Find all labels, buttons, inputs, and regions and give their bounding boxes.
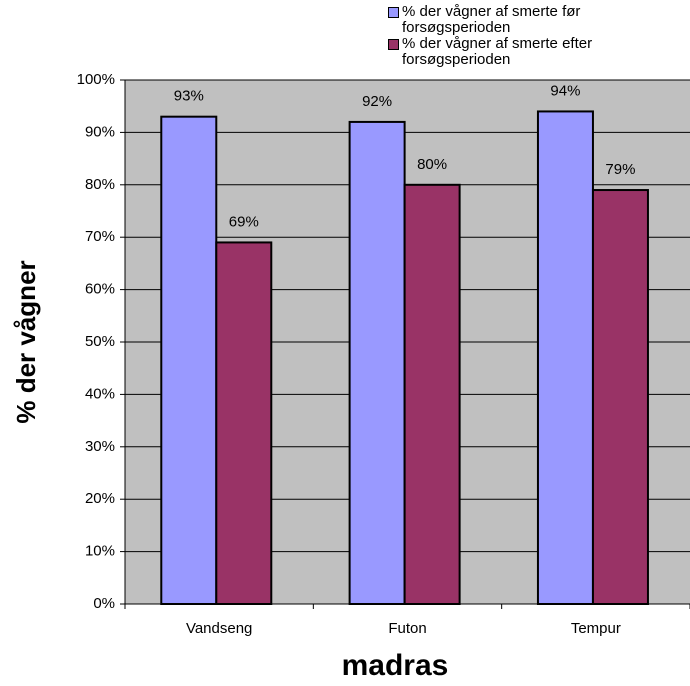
y-tick-label: 100% xyxy=(77,71,115,88)
y-tick-label: 80% xyxy=(85,176,115,193)
bar xyxy=(348,120,406,605)
bar xyxy=(536,110,594,605)
y-tick-label: 90% xyxy=(85,123,115,140)
bar xyxy=(160,115,218,606)
legend: % der vågner af smerte før forsøgsperiod… xyxy=(388,4,688,73)
data-label: 94% xyxy=(550,82,580,99)
y-tick-label: 20% xyxy=(85,490,115,507)
y-tick-label: 30% xyxy=(85,438,115,455)
data-label: 93% xyxy=(174,88,204,105)
legend-swatch xyxy=(388,39,399,50)
y-tick-label: 0% xyxy=(93,595,115,612)
y-tick-label: 50% xyxy=(85,333,115,350)
legend-label: % der vågner af smerte efter forsøgsperi… xyxy=(402,35,593,68)
x-tick-label: Futon xyxy=(388,620,426,637)
y-tick-label: 60% xyxy=(85,281,115,298)
y-axis-title: % der vågner xyxy=(11,260,41,423)
bar xyxy=(403,183,461,606)
data-label: 92% xyxy=(362,93,392,110)
legend-item: % der vågner af smerte efter forsøgsperi… xyxy=(388,36,688,68)
x-tick-label: Tempur xyxy=(571,620,621,637)
data-label: 69% xyxy=(229,213,259,230)
data-label: 80% xyxy=(417,156,447,173)
data-label: 79% xyxy=(605,161,635,178)
x-axis-title: madras xyxy=(342,649,449,682)
y-tick-label: 70% xyxy=(85,228,115,245)
legend-label: % der vågner af smerte før forsøgsperiod… xyxy=(402,4,581,36)
legend-swatch xyxy=(388,7,399,18)
legend-item: % der vågner af smerte før forsøgsperiod… xyxy=(388,4,688,36)
bar xyxy=(591,189,649,605)
bar xyxy=(215,241,273,605)
y-tick-label: 40% xyxy=(85,385,115,402)
y-tick-label: 10% xyxy=(85,543,115,560)
x-tick-label: Vandseng xyxy=(186,620,252,637)
